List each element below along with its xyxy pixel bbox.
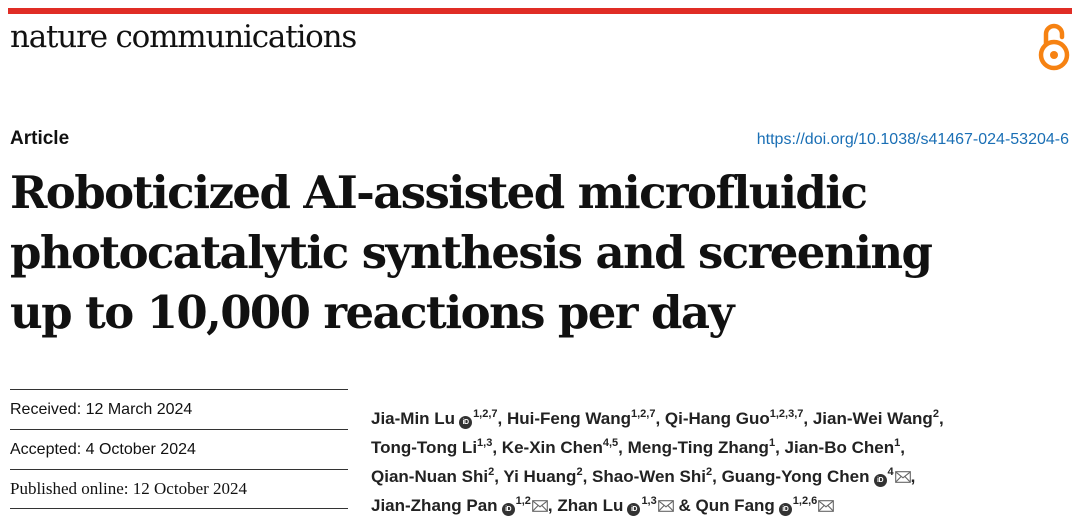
author: Zhan Lu iD1,3: [557, 495, 674, 516]
title-line: up to 10,000 reactions per day: [10, 286, 735, 339]
affiliation-superscript: 2: [706, 466, 713, 478]
orcid-icon[interactable]: iD: [501, 503, 515, 516]
author-name[interactable]: Qun Fang: [695, 496, 775, 515]
author-name[interactable]: Yi Huang: [503, 467, 577, 486]
affiliation-superscript: 1,2,3,7: [769, 408, 804, 420]
orcid-icon[interactable]: iD: [459, 416, 473, 429]
article-title: Roboticized AI-assisted microfluidic pho…: [10, 163, 1010, 343]
author: Jia-Min Lu iD1,2,7: [371, 408, 498, 429]
publication-dates: Received: 12 March 2024 Accepted: 4 Octo…: [10, 389, 348, 509]
author: Yi Huang2: [503, 466, 583, 486]
received-date: Received: 12 March 2024: [10, 389, 348, 429]
author: Hui-Feng Wang1,2,7: [506, 408, 656, 428]
author-name[interactable]: Qian-Nuan Shi: [371, 467, 489, 486]
title-line: Roboticized AI-assisted microfluidic: [10, 166, 868, 219]
affiliation-superscript: 1,2,6: [792, 495, 818, 507]
author-name[interactable]: Zhan Lu: [557, 496, 624, 515]
orcid-icon[interactable]: iD: [873, 474, 887, 487]
author-line: Jian-Zhang Pan iD1,2, Zhan Lu iD1,3 & Qun …: [371, 489, 1071, 518]
open-access-lock-icon: [1038, 23, 1070, 71]
orcid-icon[interactable]: iD: [778, 503, 792, 516]
author-conjunction: &: [678, 496, 696, 515]
affiliation-superscript: 1,2,7: [631, 408, 656, 420]
affiliation-superscript: 2: [576, 466, 583, 478]
author: Guang-Yong Chen iD4: [721, 466, 911, 487]
author-name[interactable]: Ke-Xin Chen: [501, 438, 603, 457]
author: Jian-Wei Wang2: [812, 408, 939, 428]
author: Qi-Hang Guo1,2,3,7: [664, 408, 804, 428]
author-name[interactable]: Hui-Feng Wang: [506, 409, 631, 428]
affiliation-superscript: 2: [488, 466, 495, 478]
accepted-date: Accepted: 4 October 2024: [10, 429, 348, 469]
affiliation-superscript: 1,3: [641, 495, 657, 507]
author-name[interactable]: Jian-Zhang Pan: [371, 496, 498, 515]
affiliation-superscript: 1,2: [515, 495, 531, 507]
author: Jian-Bo Chen1: [784, 437, 901, 457]
author: Shao-Wen Shi2: [592, 466, 713, 486]
author-line: Qian-Nuan Shi2, Yi Huang2, Shao-Wen Shi2…: [371, 466, 916, 487]
author-name[interactable]: Jian-Bo Chen: [784, 438, 895, 457]
published-date: Published online: 12 October 2024: [10, 469, 348, 509]
title-line: photocatalytic synthesis and screening: [10, 226, 933, 279]
affiliation-superscript: 1: [894, 437, 901, 449]
author-name[interactable]: Shao-Wen Shi: [592, 467, 706, 486]
author: Qian-Nuan Shi2: [371, 466, 495, 486]
author: Tong-Tong Li1,3: [371, 437, 493, 457]
affiliation-superscript: 1: [768, 437, 776, 449]
author-line: Tong-Tong Li1,3, Ke-Xin Chen4,5, Meng-Ti…: [371, 437, 905, 457]
article-type: Article: [10, 128, 70, 149]
author: Meng-Ting Zhang1: [627, 437, 776, 457]
affiliation-superscript: 1,2,7: [473, 408, 498, 420]
journal-name[interactable]: nature communications: [10, 19, 357, 55]
affiliation-superscript: 2: [932, 408, 939, 420]
author-name[interactable]: Guang-Yong Chen: [721, 467, 870, 486]
author: Ke-Xin Chen4,5: [501, 437, 619, 457]
author: & Qun Fang iD1,2,6: [678, 495, 835, 516]
author-name[interactable]: Jia-Min Lu: [371, 409, 456, 428]
envelope-icon[interactable]: [894, 471, 911, 483]
affiliation-superscript: 1,3: [477, 437, 493, 449]
affiliation-superscript: 4,5: [602, 437, 619, 449]
orcid-icon[interactable]: iD: [627, 503, 641, 516]
journal-color-bar: [8, 8, 1072, 14]
author-name[interactable]: Meng-Ting Zhang: [627, 438, 769, 457]
author-name[interactable]: Tong-Tong Li: [371, 438, 478, 457]
envelope-icon[interactable]: [657, 500, 674, 512]
doi-link[interactable]: https://doi.org/10.1038/s41467-024-53204…: [756, 131, 1069, 148]
envelope-icon[interactable]: [818, 500, 835, 512]
affiliation-superscript: 4: [887, 466, 894, 478]
envelope-icon[interactable]: [532, 500, 548, 512]
author: Jian-Zhang Pan iD1,2: [371, 495, 548, 516]
author-list: Jia-Min Lu iD1,2,7, Hui-Feng Wang1,2,7, Q…: [371, 402, 1071, 518]
author-line: Jia-Min Lu iD1,2,7, Hui-Feng Wang1,2,7, Q…: [371, 408, 944, 429]
author-name[interactable]: Jian-Wei Wang: [812, 409, 933, 428]
author-name[interactable]: Qi-Hang Guo: [664, 409, 770, 428]
